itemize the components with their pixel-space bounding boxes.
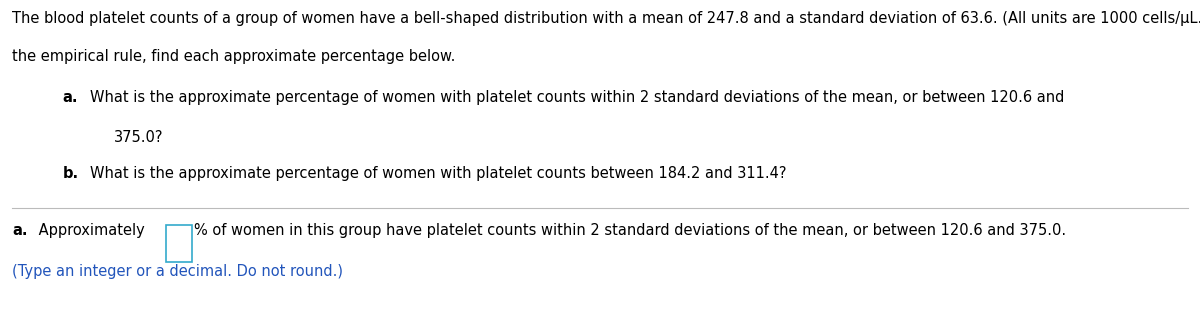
Text: What is the approximate percentage of women with platelet counts between 184.2 a: What is the approximate percentage of wo… [90,166,786,181]
Text: What is the approximate percentage of women with platelet counts within 2 standa: What is the approximate percentage of wo… [90,90,1064,105]
Text: the empirical rule, find each approximate percentage below.: the empirical rule, find each approximat… [12,49,455,64]
Text: Approximately: Approximately [34,223,149,238]
Text: (Type an integer or a decimal. Do not round.): (Type an integer or a decimal. Do not ro… [12,264,343,279]
Text: 375.0?: 375.0? [114,130,163,145]
Text: The blood platelet counts of a group of women have a bell-shaped distribution wi: The blood platelet counts of a group of … [12,11,1200,26]
Text: a.: a. [62,90,78,105]
FancyBboxPatch shape [166,225,192,262]
Text: % of women in this group have platelet counts within 2 standard deviations of th: % of women in this group have platelet c… [194,223,1067,238]
Text: b.: b. [62,166,78,181]
Text: a.: a. [12,223,28,238]
